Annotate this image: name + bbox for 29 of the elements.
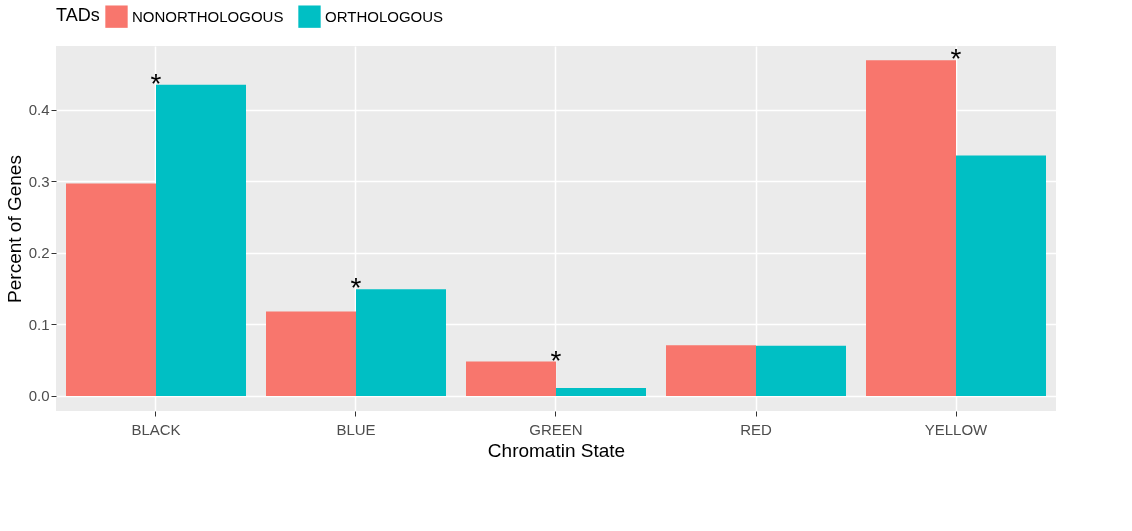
y-tick-label: 0.4: [28, 101, 50, 119]
x-tick-label: GREEN: [529, 420, 583, 438]
y-axis-title: Percent of Genes: [3, 155, 25, 303]
x-tick-label: YELLOW: [924, 420, 989, 438]
y-tick-label: 0.1: [28, 315, 50, 333]
bar: [956, 155, 1046, 396]
annotation: *: [550, 344, 562, 376]
y-tick-label: 0.0: [28, 387, 50, 405]
x-axis-title: Chromatin State: [487, 439, 626, 461]
x-tick-label: BLUE: [336, 420, 376, 438]
bar: [866, 60, 956, 396]
bar: [356, 289, 446, 396]
y-tick-label: 0.3: [28, 172, 50, 190]
annotation: *: [350, 272, 362, 304]
bar: [266, 311, 356, 396]
bar: [666, 345, 756, 396]
legend-label: ORTHOLOGOUS: [325, 7, 444, 25]
legend-title: TADs: [56, 5, 100, 25]
bar: [66, 183, 156, 396]
bar: [556, 388, 646, 396]
annotation: *: [150, 67, 162, 99]
annotation: *: [950, 43, 962, 75]
bar: [156, 84, 246, 396]
legend-label: NONORTHOLOGOUS: [132, 7, 284, 25]
y-tick-label: 0.2: [28, 244, 50, 262]
x-tick-label: RED: [740, 420, 772, 438]
bar: [466, 361, 556, 396]
x-tick-label: BLACK: [131, 420, 181, 438]
bar: [756, 345, 846, 396]
